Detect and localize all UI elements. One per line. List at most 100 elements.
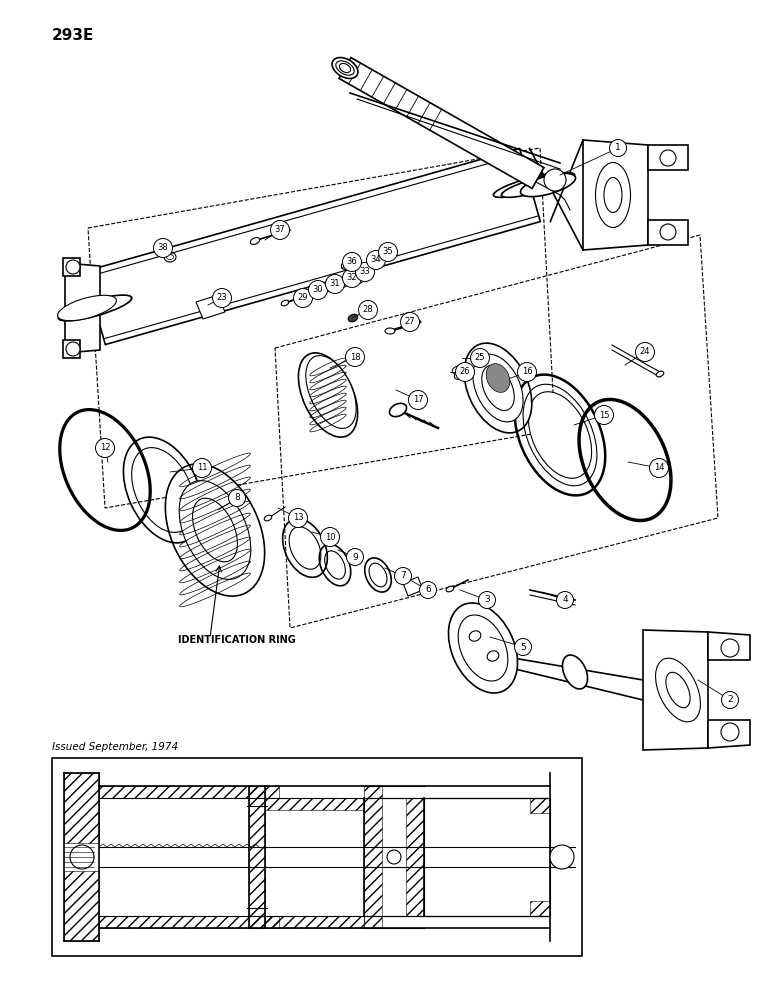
Text: 24: 24 (640, 348, 651, 357)
Ellipse shape (342, 261, 353, 269)
Circle shape (356, 262, 374, 282)
Circle shape (95, 438, 115, 458)
Polygon shape (708, 720, 750, 748)
Bar (364, 786, 382, 928)
Bar (52, 758, 582, 956)
Circle shape (342, 252, 361, 271)
Circle shape (650, 458, 668, 478)
Text: 9: 9 (352, 552, 358, 562)
Ellipse shape (502, 173, 575, 197)
Ellipse shape (299, 353, 357, 437)
Polygon shape (63, 258, 80, 276)
Bar (530, 798, 550, 813)
Ellipse shape (193, 498, 237, 562)
Ellipse shape (306, 356, 356, 428)
Text: 35: 35 (383, 247, 393, 256)
Polygon shape (643, 630, 708, 750)
Circle shape (517, 362, 537, 381)
Text: 6: 6 (425, 585, 431, 594)
Ellipse shape (544, 169, 566, 191)
Ellipse shape (58, 296, 132, 320)
Circle shape (456, 362, 474, 381)
Circle shape (321, 528, 339, 546)
Polygon shape (403, 577, 423, 596)
Ellipse shape (486, 364, 510, 392)
Text: 37: 37 (275, 226, 285, 234)
Circle shape (609, 139, 626, 156)
Ellipse shape (660, 150, 676, 166)
Circle shape (342, 268, 361, 288)
Text: 16: 16 (522, 367, 532, 376)
Bar (406, 798, 424, 916)
Text: 13: 13 (292, 514, 303, 522)
Text: 33: 33 (360, 267, 370, 276)
Ellipse shape (562, 655, 587, 689)
Ellipse shape (528, 392, 591, 478)
Text: 26: 26 (459, 367, 470, 376)
Bar (64, 871, 99, 941)
Text: 11: 11 (197, 464, 207, 473)
Circle shape (594, 406, 614, 424)
Bar (64, 773, 99, 843)
Ellipse shape (550, 845, 574, 869)
Ellipse shape (656, 371, 664, 377)
Ellipse shape (660, 224, 676, 240)
Ellipse shape (264, 515, 271, 521)
Circle shape (309, 280, 328, 300)
Text: 15: 15 (599, 410, 609, 420)
Polygon shape (65, 263, 100, 353)
Polygon shape (648, 145, 688, 170)
Text: 3: 3 (484, 595, 490, 604)
Circle shape (478, 591, 495, 608)
Text: 23: 23 (217, 294, 227, 302)
Text: IDENTIFICATION RING: IDENTIFICATION RING (178, 635, 296, 645)
Text: Issued September, 1974: Issued September, 1974 (52, 742, 178, 752)
Text: 17: 17 (413, 395, 424, 404)
Polygon shape (85, 148, 541, 345)
Text: 30: 30 (313, 286, 324, 294)
Text: 12: 12 (100, 444, 110, 452)
Ellipse shape (303, 290, 314, 298)
Polygon shape (196, 295, 225, 319)
Text: 31: 31 (330, 279, 340, 288)
Text: 36: 36 (346, 257, 357, 266)
Circle shape (193, 458, 211, 478)
Text: 1: 1 (615, 143, 621, 152)
Text: 293E: 293E (52, 28, 94, 43)
Ellipse shape (604, 178, 622, 213)
Circle shape (367, 250, 385, 269)
Ellipse shape (165, 464, 264, 596)
Text: 28: 28 (363, 306, 374, 314)
Bar (99, 916, 279, 928)
Ellipse shape (385, 328, 395, 334)
Bar (265, 798, 364, 810)
Ellipse shape (469, 631, 480, 641)
Circle shape (229, 489, 246, 506)
Circle shape (325, 274, 345, 294)
Ellipse shape (494, 173, 566, 197)
Ellipse shape (488, 651, 499, 661)
Ellipse shape (595, 162, 630, 228)
Text: 2: 2 (727, 696, 733, 704)
Circle shape (346, 548, 363, 566)
Text: 32: 32 (346, 273, 357, 282)
Circle shape (378, 242, 398, 261)
Bar (99, 786, 279, 798)
Polygon shape (339, 58, 544, 188)
Ellipse shape (473, 354, 523, 422)
Ellipse shape (458, 615, 508, 681)
Circle shape (289, 508, 307, 528)
Ellipse shape (250, 238, 260, 244)
Text: 27: 27 (405, 318, 415, 326)
Ellipse shape (655, 658, 700, 722)
Text: 10: 10 (324, 532, 335, 542)
Ellipse shape (464, 343, 532, 433)
Circle shape (400, 312, 420, 332)
Text: 18: 18 (349, 353, 360, 361)
Text: 4: 4 (562, 595, 568, 604)
Polygon shape (648, 220, 688, 245)
Ellipse shape (520, 173, 576, 197)
Ellipse shape (336, 61, 354, 75)
Text: 8: 8 (234, 493, 240, 502)
Circle shape (271, 221, 289, 239)
